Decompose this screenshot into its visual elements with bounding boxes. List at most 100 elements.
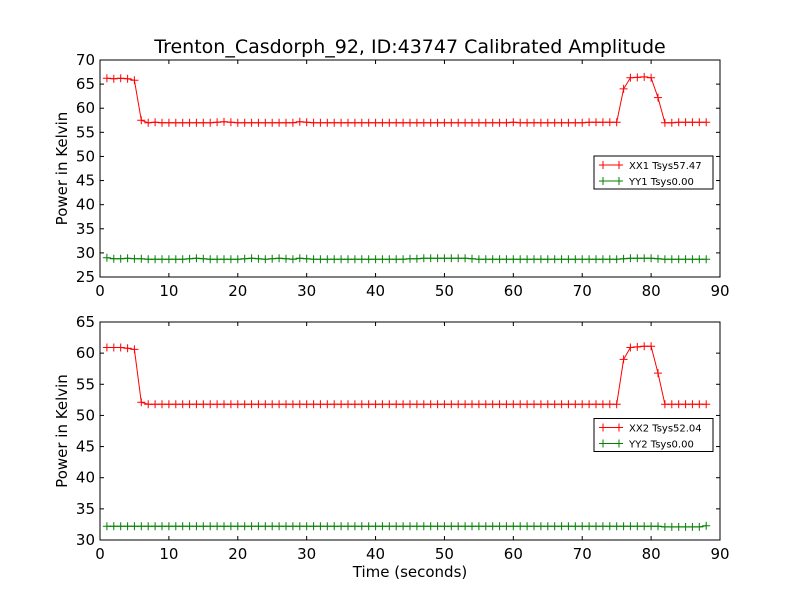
data-point <box>233 118 242 127</box>
data-point <box>247 254 256 263</box>
data-point <box>509 118 518 127</box>
data-point <box>502 522 511 531</box>
legend-marker <box>602 439 620 448</box>
data-point <box>337 118 346 127</box>
data-point <box>412 118 421 127</box>
data-point <box>612 118 621 127</box>
data-point <box>550 255 559 264</box>
data-point <box>171 400 180 409</box>
data-point <box>488 400 497 409</box>
data-point <box>213 255 222 264</box>
data-point <box>543 522 552 531</box>
subplot-1: 0 10 20 30 40 50 60 70 80 90 25 30 35 40 45 50 55 60 65 70 P… <box>53 51 730 300</box>
data-point <box>357 400 366 409</box>
data-point <box>654 93 662 102</box>
data-point <box>481 400 490 409</box>
x-tick-label: 10 <box>159 282 178 300</box>
data-point <box>378 255 387 264</box>
data-point <box>516 255 525 264</box>
data-point <box>137 116 146 125</box>
data-point <box>578 522 587 531</box>
data-point <box>364 522 373 531</box>
data-point <box>454 254 463 263</box>
data-point <box>647 522 656 531</box>
data-point <box>702 255 711 264</box>
data-point <box>605 400 614 409</box>
data-point <box>261 255 270 264</box>
data-point <box>199 118 208 127</box>
data-point <box>550 400 559 409</box>
data-point <box>399 400 408 409</box>
data-point <box>123 344 132 353</box>
data-point <box>578 255 587 264</box>
data-point <box>206 400 215 409</box>
data-point <box>433 400 442 409</box>
data-point <box>399 255 408 264</box>
data-point <box>550 522 559 531</box>
data-point <box>619 254 628 263</box>
data-point <box>164 400 173 409</box>
data-point <box>213 522 222 531</box>
data-point <box>213 400 222 409</box>
data-point <box>309 118 318 127</box>
data-point <box>688 255 697 264</box>
data-point <box>605 118 614 127</box>
data-point <box>130 254 139 263</box>
data-point <box>667 400 676 409</box>
data-point <box>647 73 656 82</box>
data-point <box>660 255 669 264</box>
data-point <box>667 522 676 531</box>
data-point <box>323 400 332 409</box>
data-point <box>102 74 111 83</box>
data-point <box>220 522 228 531</box>
data-point <box>316 255 325 264</box>
data-point <box>275 400 284 409</box>
data-point <box>619 522 628 531</box>
data-point <box>323 118 332 127</box>
data-point <box>164 118 173 127</box>
data-point <box>419 522 428 531</box>
data-point <box>151 400 160 409</box>
data-point <box>612 522 621 531</box>
data-point <box>530 118 538 127</box>
x-tick-label: 40 <box>366 282 385 300</box>
x-tick-label: 40 <box>366 545 385 563</box>
data-point <box>295 117 304 126</box>
data-point <box>123 254 132 263</box>
legend-label: XX1 Tsys57.47 <box>629 161 702 172</box>
data-point <box>344 118 352 127</box>
data-point <box>647 254 656 263</box>
data-point <box>433 522 442 531</box>
data-point <box>406 522 414 531</box>
data-point <box>702 400 711 409</box>
data-point <box>564 118 573 127</box>
data-point <box>633 522 642 531</box>
data-point <box>109 74 118 83</box>
data-point <box>557 400 566 409</box>
data-point <box>474 255 483 264</box>
data-point <box>275 522 284 531</box>
data-point <box>633 254 642 263</box>
data-point <box>288 118 297 127</box>
x-tick-label: 60 <box>504 282 523 300</box>
data-point <box>516 522 525 531</box>
data-point <box>433 118 442 127</box>
data-point <box>357 118 366 127</box>
data-point <box>509 522 518 531</box>
data-point <box>364 118 373 127</box>
data-point <box>523 400 532 409</box>
data-point <box>454 118 463 127</box>
data-point <box>433 254 442 263</box>
data-point <box>399 118 408 127</box>
data-point <box>185 254 194 263</box>
data-point <box>392 522 401 531</box>
y-tick-label: 30 <box>76 531 95 549</box>
data-point <box>454 400 463 409</box>
data-point <box>192 254 201 263</box>
data-point <box>316 118 325 127</box>
data-point <box>654 254 662 263</box>
data-point <box>344 255 352 264</box>
data-point <box>185 522 194 531</box>
data-point <box>419 118 428 127</box>
